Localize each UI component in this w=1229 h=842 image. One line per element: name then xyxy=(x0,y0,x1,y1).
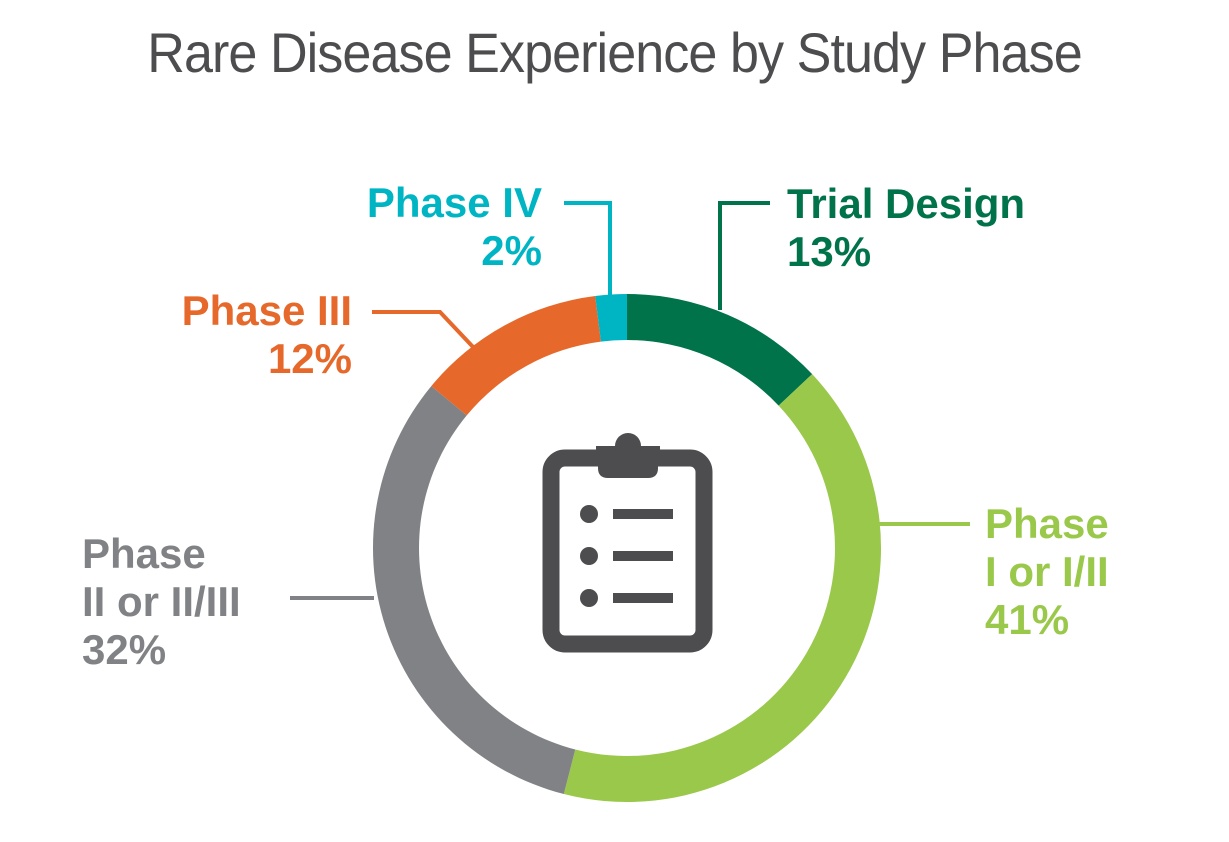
leader-line-0 xyxy=(718,201,770,310)
slice-label-1-line-0: Phase xyxy=(985,500,1109,547)
slice-label-4-line-0: Phase IV xyxy=(367,179,542,226)
slice-percent-2: 32% xyxy=(82,626,166,673)
leader-line-3 xyxy=(372,310,476,350)
slice-percent-1: 41% xyxy=(985,596,1069,643)
slice-percent-4: 2% xyxy=(481,227,542,274)
leader-lines xyxy=(290,201,970,600)
donut-slice-3 xyxy=(431,296,601,416)
donut-slice-0 xyxy=(627,294,813,406)
clipboard-checklist-icon xyxy=(542,433,713,653)
slice-label-3-line-0: Phase III xyxy=(182,287,352,334)
donut-slice-4 xyxy=(595,294,627,342)
donut-slice-1 xyxy=(563,374,882,803)
donut-slices xyxy=(372,294,882,803)
chart-title: Rare Disease Experience by Study Phase xyxy=(147,21,1082,84)
slice-label-2-line-1: II or II/III xyxy=(82,578,241,625)
slice-label-2-line-0: Phase xyxy=(82,530,206,577)
leader-line-4 xyxy=(564,201,612,298)
donut-slice-2 xyxy=(372,386,576,795)
slice-percent-0: 13% xyxy=(787,228,871,275)
slice-label-0-line-0: Trial Design xyxy=(787,180,1025,227)
slice-label-1-line-1: I or I/II xyxy=(985,548,1109,595)
slice-percent-3: 12% xyxy=(268,335,352,382)
